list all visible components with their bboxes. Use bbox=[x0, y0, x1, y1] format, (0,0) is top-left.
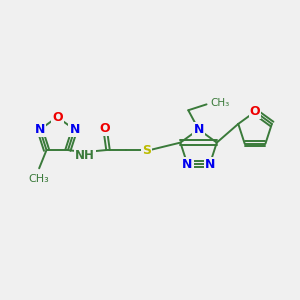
Text: CH₃: CH₃ bbox=[29, 174, 50, 184]
Text: N: N bbox=[69, 123, 80, 136]
Text: CH₃: CH₃ bbox=[210, 98, 229, 108]
Text: N: N bbox=[182, 158, 193, 170]
Text: NH: NH bbox=[75, 148, 95, 162]
Text: O: O bbox=[52, 110, 63, 124]
Text: N: N bbox=[35, 123, 45, 136]
Text: N: N bbox=[194, 123, 204, 136]
Text: S: S bbox=[142, 143, 151, 157]
Text: N: N bbox=[205, 158, 215, 170]
Text: O: O bbox=[250, 105, 260, 118]
Text: O: O bbox=[100, 122, 110, 135]
